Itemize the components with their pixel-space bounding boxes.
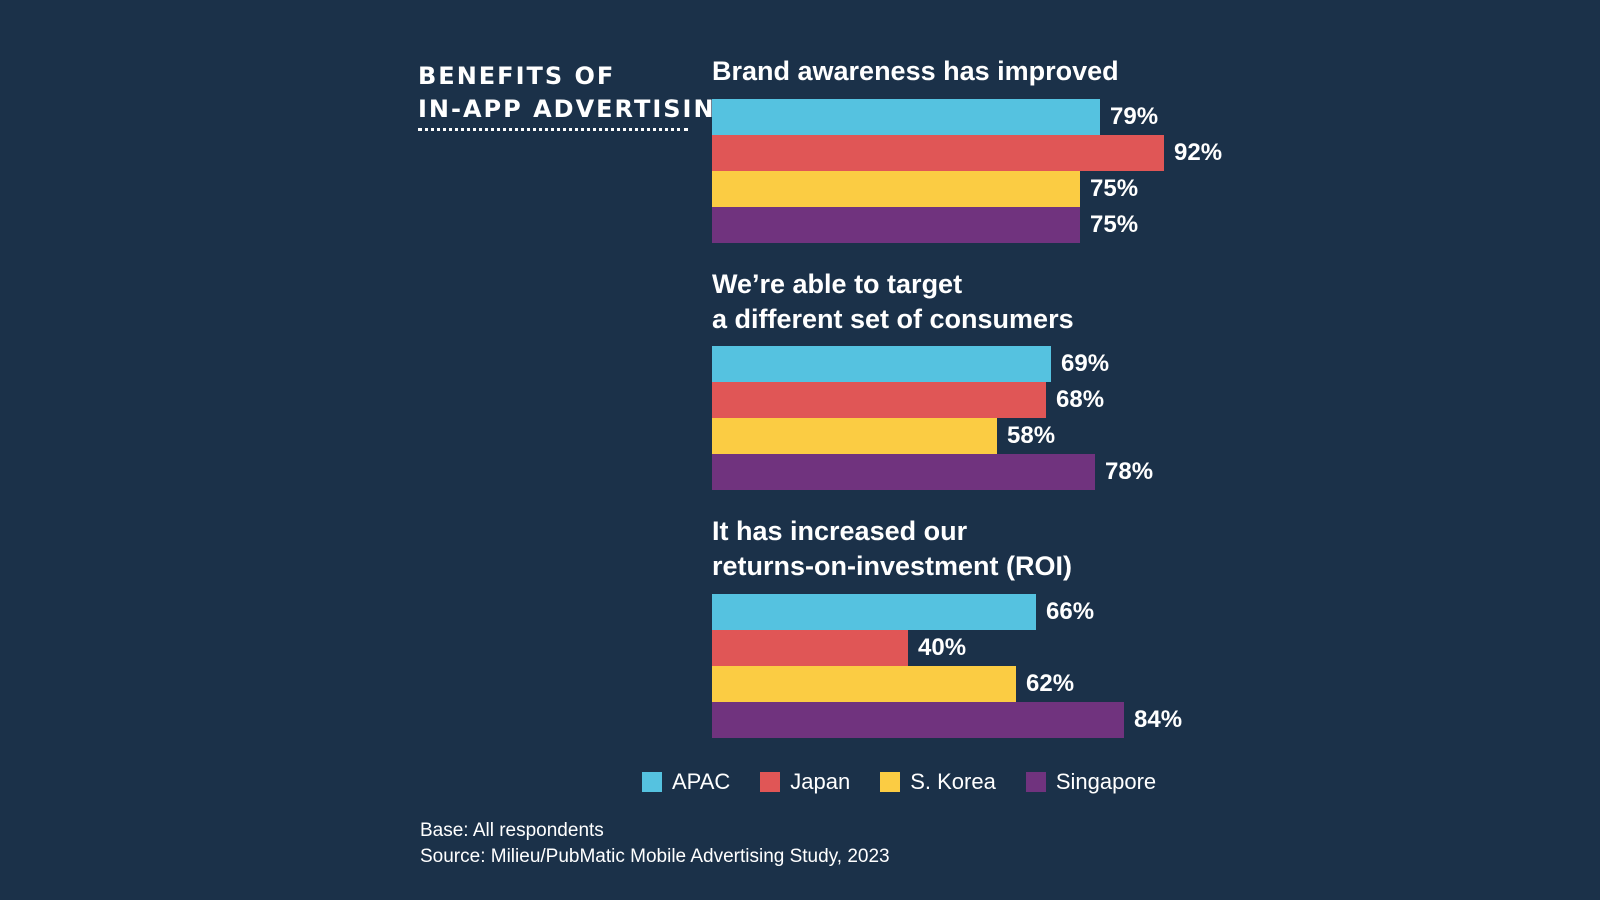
bar-1-singapore	[712, 207, 1080, 243]
legend-item-singapore: Singapore	[1025, 768, 1157, 796]
bar-value-label: 40%	[918, 634, 967, 661]
legend-item-s-korea: S. Korea	[880, 768, 996, 796]
legend-swatch	[1025, 772, 1046, 792]
bar-value-label: 75%	[1090, 211, 1139, 238]
group-heading-2: We’re able to target a different set of …	[712, 269, 1074, 334]
legend-item-japan: Japan	[760, 768, 850, 796]
bar-3-japan	[712, 630, 908, 666]
footnote-source: Source: Milieu/PubMatic Mobile Advertisi…	[420, 846, 890, 867]
chart-legend: APAC Japan S. Korea Singapore	[642, 768, 1186, 796]
bar-2-apac	[712, 346, 1051, 382]
bar-value-label: 79%	[1110, 103, 1159, 130]
legend-swatch	[642, 772, 662, 792]
bar-1-japan	[712, 135, 1164, 171]
legend-item-apac: APAC	[642, 768, 730, 796]
bar-3-singapore	[712, 702, 1124, 738]
bar-value-label: 78%	[1105, 458, 1154, 485]
bar-value-label: 84%	[1134, 706, 1183, 733]
bar-value-label: 66%	[1046, 598, 1095, 625]
chart-title: BENEFITS OF IN-APP ADVERTISING	[418, 62, 738, 123]
bar-2-japan	[712, 382, 1046, 418]
legend-label: Singapore	[1055, 769, 1157, 794]
bar-value-label: 58%	[1007, 422, 1056, 449]
bar-3-apac	[712, 594, 1036, 630]
bar-value-label: 75%	[1090, 175, 1139, 202]
bar-value-label: 69%	[1061, 350, 1110, 377]
legend-label: S. Korea	[910, 769, 996, 794]
group-heading-1: Brand awareness has improved	[712, 56, 1119, 86]
footnote: Base: All respondents Source: Milieu/Pub…	[420, 818, 890, 870]
legend-swatch	[760, 772, 781, 792]
footnote-base: Base: All respondents	[420, 820, 604, 841]
bar-value-label: 62%	[1026, 670, 1075, 697]
bar-2-singapore	[712, 454, 1095, 490]
bar-value-label: 68%	[1056, 386, 1105, 413]
bar-3-s-korea	[712, 666, 1016, 702]
group-heading-3: It has increased our returns-on-investme…	[712, 516, 1073, 581]
title-dotted-rule	[418, 128, 688, 131]
legend-label: Japan	[790, 769, 851, 794]
bar-1-apac	[712, 99, 1100, 135]
legend-swatch	[880, 772, 901, 792]
bar-value-label: 92%	[1174, 139, 1223, 166]
bar-1-s-korea	[712, 171, 1080, 207]
legend-label: APAC	[672, 769, 731, 794]
bar-2-s-korea	[712, 418, 997, 454]
